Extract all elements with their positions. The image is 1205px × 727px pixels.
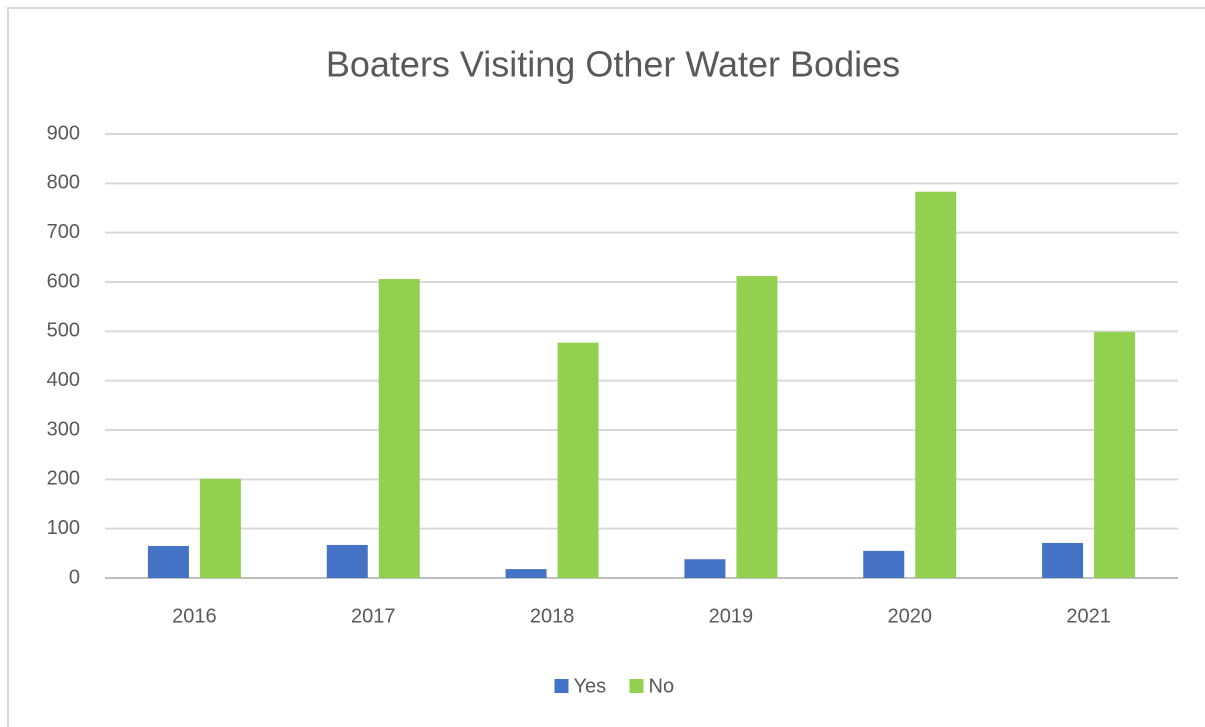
legend-swatch xyxy=(629,679,644,693)
legend-label: No xyxy=(649,675,675,697)
x-tick-label: 2019 xyxy=(709,605,754,627)
bar xyxy=(505,569,547,578)
x-tick-label: 2018 xyxy=(530,605,575,627)
bar xyxy=(326,544,368,578)
y-tick-label: 300 xyxy=(47,418,80,440)
bar xyxy=(1094,331,1136,578)
y-tick-label: 600 xyxy=(47,270,80,292)
bar xyxy=(1042,542,1084,578)
chart-frame xyxy=(7,7,1205,727)
x-tick-label: 2020 xyxy=(888,605,933,627)
y-tick-label: 0 xyxy=(69,566,80,588)
x-tick-label: 2021 xyxy=(1066,605,1111,627)
y-tick-label: 400 xyxy=(47,369,80,391)
y-tick-label: 200 xyxy=(47,468,80,490)
bar xyxy=(147,545,189,578)
legend-swatch xyxy=(554,679,569,693)
legend-label: Yes xyxy=(574,675,607,697)
bar xyxy=(684,559,726,578)
y-tick-label: 100 xyxy=(47,517,80,539)
bar xyxy=(736,276,778,578)
bar xyxy=(863,550,905,578)
x-tick-label: 2016 xyxy=(172,605,217,627)
x-tick-label: 2017 xyxy=(351,605,396,627)
y-tick-label: 800 xyxy=(47,172,80,194)
y-tick-label: 700 xyxy=(47,221,80,243)
bar xyxy=(378,279,420,578)
chart-title: Boaters Visiting Other Water Bodies xyxy=(326,44,900,85)
bar xyxy=(915,191,957,578)
y-tick-label: 500 xyxy=(47,320,80,342)
bar xyxy=(199,478,241,578)
y-tick-label: 900 xyxy=(47,122,80,144)
bar xyxy=(557,342,599,578)
